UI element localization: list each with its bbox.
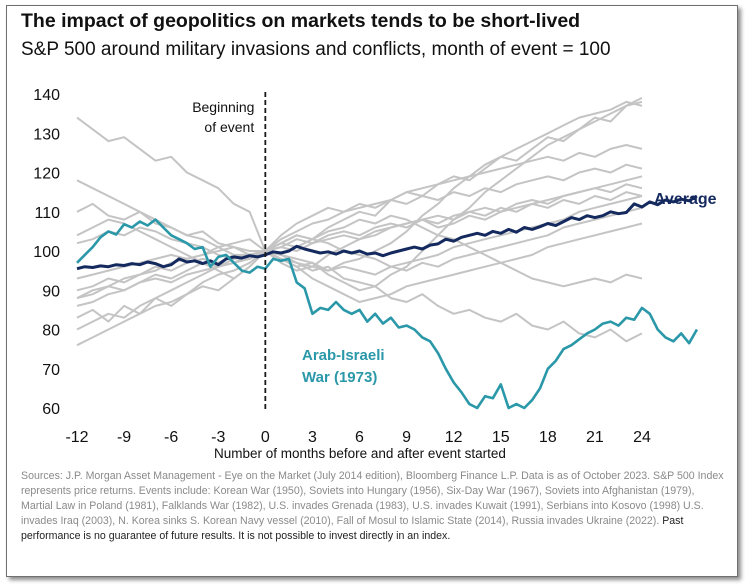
average-series-label: Average	[654, 191, 717, 208]
series-line-u-s-invades-kuwait-1991	[76, 163, 643, 280]
highlight-lines-group	[76, 194, 699, 410]
x-tick-label: 9	[402, 429, 411, 446]
x-tick-label: -6	[164, 429, 178, 446]
series-line-average	[76, 194, 698, 271]
x-tick-label: 0	[261, 429, 270, 446]
series-line-soviets-into-afghanistan-1979	[76, 183, 643, 300]
y-tick-label: 80	[42, 323, 60, 340]
x-tick-label: 21	[586, 429, 604, 446]
event-lines-group	[76, 97, 643, 347]
arab-israeli-series-label-line2: War (1973)	[302, 369, 377, 386]
y-tick-label: 110	[34, 205, 60, 222]
x-tick-label: 3	[308, 429, 317, 446]
y-tick-label: 140	[33, 87, 60, 104]
series-line-korean-war-1950	[76, 97, 643, 323]
y-tick-label: 90	[42, 283, 60, 300]
y-tick-label: 60	[42, 401, 60, 418]
chart-frame	[6, 5, 738, 577]
x-axis-ticks: -12 -9 -6 -3 0 3 6 9 12 15 18 21 24	[65, 429, 651, 446]
x-tick-label: 18	[539, 429, 557, 446]
sources-text: Sources: J.P. Morgan Asset Management - …	[21, 470, 724, 527]
chart-title: The impact of geopolitics on markets ten…	[21, 10, 581, 32]
series-line-six-day-war-1967	[76, 191, 643, 292]
sources-footnote: Sources: J.P. Morgan Asset Management - …	[21, 469, 727, 544]
series-line-soviets-into-hungary-1956	[76, 116, 643, 343]
arab-israeli-series-label-line1: Arab-Israeli	[302, 347, 385, 364]
series-line-russia-invades-ukraine-2022	[76, 222, 643, 303]
chart-subtitle: S&P 500 around military invasions and co…	[21, 39, 611, 60]
series-line-arab-israeli-war-1973	[76, 218, 699, 410]
y-tick-label: 120	[33, 166, 60, 183]
series-line-falklands-war-1982	[76, 100, 643, 272]
disclaimer-text: Past performance is no guarantee of futu…	[21, 515, 684, 542]
x-tick-label: 15	[492, 429, 510, 446]
x-tick-label: 6	[355, 429, 364, 446]
x-tick-label: -3	[211, 429, 225, 446]
x-axis-label: Number of months before and after event …	[214, 446, 506, 461]
event-marker-label-line2: of event	[204, 119, 254, 135]
series-line-serbians-into-kosovo-1998	[76, 214, 643, 347]
x-tick-label: 24	[633, 429, 651, 446]
event-marker-label-line1: Beginning	[192, 99, 254, 115]
y-axis-ticks: 60 70 80 90 100 110 120 130 140	[33, 87, 60, 418]
series-line-u-s-invades-grenada-1983	[76, 206, 643, 331]
x-tick-label: -9	[117, 429, 131, 446]
x-tick-label: -12	[65, 429, 88, 446]
series-line-u-s-invades-iraq-2003	[76, 144, 643, 260]
y-tick-label: 130	[33, 126, 60, 143]
series-line-n-korea-sinks-s-korean-navy-vessel-2010	[76, 175, 643, 307]
y-tick-label: 70	[42, 362, 60, 379]
x-tick-label: 12	[445, 429, 463, 446]
y-tick-label: 100	[33, 244, 60, 261]
